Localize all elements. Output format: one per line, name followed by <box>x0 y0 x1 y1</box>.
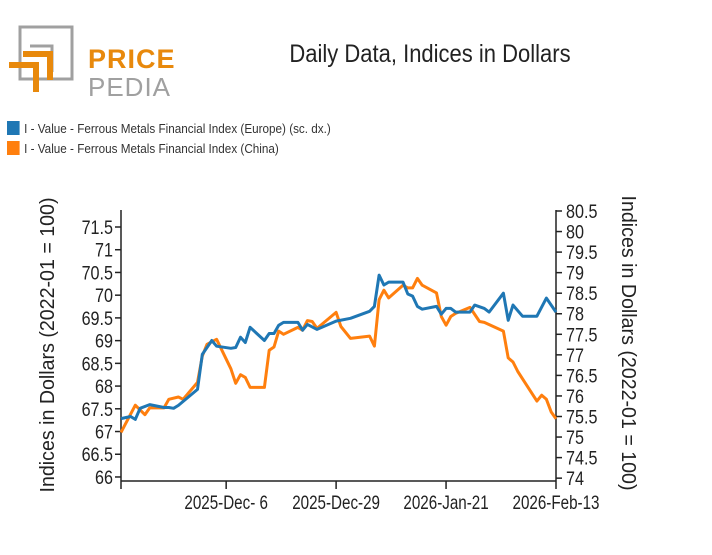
y-right-tick-label: 76.5 <box>566 365 598 387</box>
y-right-tick-label: 80.5 <box>566 201 598 223</box>
y-right-tick-label: 75 <box>566 427 584 449</box>
y-axis-left-label: Indices in Dollars (2022-01 = 100) <box>37 198 59 493</box>
pricepedia-logo: PRICE PEDIA <box>8 22 175 102</box>
y-left-tick-label: 66.5 <box>82 444 114 466</box>
legend-swatch-europe <box>7 121 20 135</box>
y-left-tick-label: 66 <box>95 467 113 489</box>
y-left-tick-label: 71 <box>95 239 113 261</box>
y-right-tick-label: 77.5 <box>566 324 598 346</box>
legend-label-europe: I - Value - Ferrous Metals Financial Ind… <box>24 120 331 136</box>
y-right-tick-label: 75.5 <box>566 406 598 428</box>
legend-item-europe[interactable]: I - Value - Ferrous Metals Financial Ind… <box>7 118 331 138</box>
y-right-tick-label: 74.5 <box>566 447 598 469</box>
x-tick-label: 2026-Feb-13 <box>513 491 600 513</box>
series-line-europe <box>120 273 558 421</box>
legend-item-china[interactable]: I - Value - Ferrous Metals Financial Ind… <box>7 138 331 158</box>
y-right-tick-label: 80 <box>566 221 584 243</box>
y-right-tick-label: 76 <box>566 386 584 408</box>
x-tick-label: 2025-Dec- 6 <box>184 491 268 513</box>
y-right-tick-label: 78.5 <box>566 283 598 305</box>
y-left-tick-label: 69.5 <box>82 308 114 330</box>
y-left-tick-label: 71.5 <box>82 217 114 239</box>
legend-label-china: I - Value - Ferrous Metals Financial Ind… <box>24 140 279 156</box>
y-right-tick-label: 77 <box>566 345 584 367</box>
y-left-tick-label: 69 <box>95 330 113 352</box>
x-tick-label: 2025-Dec-29 <box>292 491 380 513</box>
y-left-tick-label: 68 <box>95 376 113 398</box>
y-axis-right-label: Indices in Dollars (2022-01 = 100) <box>617 196 639 491</box>
x-tick-label: 2026-Jan-21 <box>403 491 488 513</box>
y-left-tick-label: 68.5 <box>82 353 114 375</box>
logo-text-price: PRICE <box>88 44 176 74</box>
chart-title: Daily Data, Indices in Dollars <box>289 40 571 68</box>
y-left-tick-label: 70 <box>95 285 113 307</box>
series-line-china <box>119 276 558 434</box>
y-left-tick-label: 67 <box>95 421 113 443</box>
y-left-tick-label: 70.5 <box>82 262 114 284</box>
y-left-tick-label: 67.5 <box>82 399 114 421</box>
y-right-tick-label: 74 <box>566 468 584 490</box>
logo-text-pedia: PEDIA <box>88 72 172 102</box>
y-right-tick-label: 79 <box>566 262 584 284</box>
y-right-tick-label: 79.5 <box>566 242 598 264</box>
legend: I - Value - Ferrous Metals Financial Ind… <box>7 118 367 158</box>
y-right-tick-label: 78 <box>566 304 584 326</box>
logo-mark-icon <box>9 25 74 92</box>
legend-swatch-china <box>7 141 20 155</box>
